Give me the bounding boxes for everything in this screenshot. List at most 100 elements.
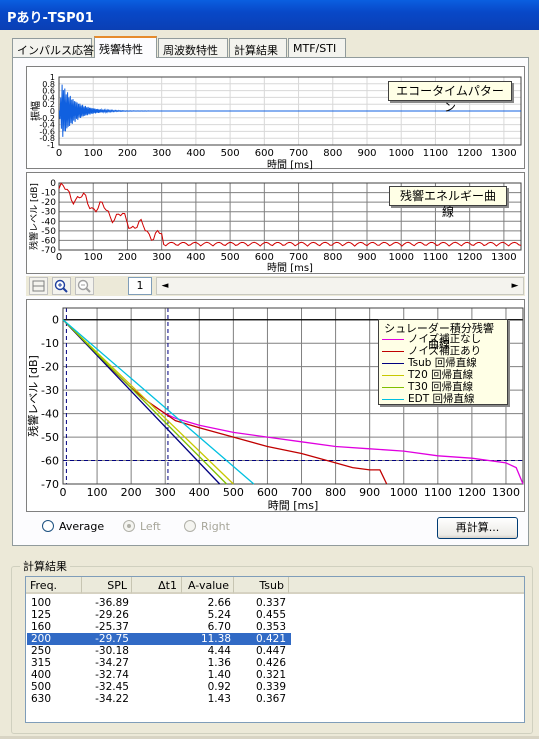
results-list[interactable]: Freq. SPL Δt1 A-value Tsub 100 -36.89 2.66…: [25, 576, 525, 723]
radio-right-label: Right: [201, 520, 230, 533]
scroll-right-arrow[interactable]: ►: [511, 281, 519, 291]
table-row[interactable]: 630 -34.22 1.43 0.367: [27, 693, 291, 705]
radio-average[interactable]: Average: [42, 520, 104, 536]
decay-xtick: 0: [60, 486, 67, 499]
legend-title: シュレーダー積分残響曲線: [384, 322, 494, 351]
table-cell: 400: [31, 669, 52, 681]
table-cell: -34.22: [95, 693, 129, 705]
horizontal-scrollbar[interactable]: ◄ ►: [156, 277, 524, 295]
echo-ytick: 0.4: [42, 93, 55, 102]
title-bar[interactable]: Pあり-TSP01: [0, 0, 539, 30]
energy-xtick: 1300: [491, 252, 516, 263]
table-cell: 1.43: [207, 693, 231, 705]
scroll-left-arrow[interactable]: ◄: [161, 281, 169, 291]
tab-calculation-results[interactable]: 計算結果: [229, 38, 287, 57]
legend-swatch: [382, 339, 404, 340]
legend-label: T20 回帰直線: [408, 369, 474, 381]
table-cell: 250: [31, 645, 52, 657]
decay-ytick: -60: [41, 455, 59, 468]
table-row[interactable]: 250 -30.18 4.44 0.447: [27, 645, 291, 657]
legend-item: Tsub 回帰直線: [382, 357, 506, 369]
energy-ytick: -70: [41, 246, 56, 256]
energy-ytick: -10: [41, 189, 56, 199]
zoom-out-button[interactable]: [75, 277, 94, 295]
table-cell: -36.89: [95, 597, 129, 609]
energy-xtick: 900: [357, 252, 376, 263]
legend-swatch: [382, 399, 404, 400]
legend-label: ノイズ補正あり: [408, 345, 482, 357]
column-header-a-value[interactable]: A-value: [182, 577, 234, 594]
decay-xtick: 1100: [424, 486, 452, 499]
radio-right-circle: [184, 520, 196, 532]
legend-swatch: [382, 387, 404, 388]
echo-xtick: 1000: [388, 148, 413, 159]
column-header-freq[interactable]: Freq.: [26, 577, 82, 594]
energy-xtick: 400: [186, 252, 205, 263]
radio-average-circle[interactable]: [42, 520, 54, 532]
recalculate-button[interactable]: 再計算...: [437, 517, 518, 539]
echo-ytick: 0.6: [42, 87, 55, 96]
table-row[interactable]: 125 -29.26 5.24 0.455: [27, 609, 291, 621]
decay-ylabel: 残響レベル [dB]: [27, 355, 40, 437]
table-cell: 0.321: [255, 669, 286, 681]
decay-ytick: -70: [41, 478, 59, 491]
table-cell: -32.45: [95, 681, 129, 693]
table-cell: 160: [31, 621, 52, 633]
energy-ytick: -30: [41, 208, 56, 218]
decay-xtick: 700: [291, 486, 312, 499]
table-row[interactable]: 400 -32.74 1.40 0.321: [27, 669, 291, 681]
legend-label: T30 回帰直線: [408, 381, 474, 393]
table-cell: -29.26: [95, 609, 129, 621]
radio-left: Left: [123, 520, 161, 536]
table-row[interactable]: 100 -36.89 2.66 0.337: [27, 597, 291, 609]
table-cell: -30.18: [95, 645, 129, 657]
tab-impulse-response[interactable]: インパルス応答: [12, 38, 94, 57]
column-header-spl[interactable]: SPL: [82, 577, 132, 594]
table-row[interactable]: 160 -25.37 6.70 0.353: [27, 621, 291, 633]
decay-xtick: 100: [87, 486, 108, 499]
zoom-in-button[interactable]: [52, 277, 71, 295]
page-number-field[interactable]: 1: [128, 277, 152, 295]
column-header-delta-t1[interactable]: Δt1: [132, 577, 182, 594]
table-cell: -29.75: [95, 633, 129, 645]
echo-ytick: -0.8: [39, 134, 55, 143]
echo-ytick: -0.4: [39, 121, 55, 130]
tab-frequency-response[interactable]: 周波数特性: [158, 38, 228, 57]
tab-reverberation[interactable]: 残響特性: [94, 36, 157, 58]
echo-ylabel: 振幅: [29, 101, 42, 121]
energy-xtick: 800: [323, 252, 342, 263]
radio-left-circle: [123, 520, 135, 532]
legend-swatch: [382, 363, 404, 364]
echo-xtick: 1100: [423, 148, 448, 159]
decay-ytick: -40: [41, 408, 59, 421]
legend-swatch: [382, 375, 404, 376]
energy-xtick: 1200: [457, 252, 482, 263]
decay-xtick: 800: [325, 486, 346, 499]
tab-mtf-sti[interactable]: MTF/STI: [288, 38, 346, 57]
decay-plot-frame: [62, 307, 524, 485]
energy-ytick: -40: [41, 217, 56, 227]
table-row[interactable]: 315 -34.27 1.36 0.426: [27, 657, 291, 669]
energy-xtick: 1100: [423, 252, 448, 263]
table-cell: 125: [31, 609, 52, 621]
table-row[interactable]: 500 -32.45 0.92 0.339: [27, 681, 291, 693]
energy-ytick: -50: [41, 227, 56, 237]
table-cell: 100: [31, 597, 52, 609]
echo-xtick: 300: [152, 148, 171, 159]
echo-xtick: 200: [118, 148, 137, 159]
table-row[interactable]: 200 -29.75 11.38 0.421: [27, 633, 291, 645]
decay-xtick: 400: [189, 486, 210, 499]
radio-right: Right: [184, 520, 230, 536]
table-cell: 0.426: [255, 657, 286, 669]
energy-xtick: 200: [118, 252, 137, 263]
echo-chart-panel: 0 100 200 300 400 500 600 700 800 900 1000 1100 1200…: [26, 66, 525, 170]
fit-view-button[interactable]: [29, 277, 48, 295]
table-cell: 0.92: [207, 681, 231, 693]
energy-xtick: 1000: [388, 252, 413, 263]
column-header-tsub[interactable]: Tsub: [234, 577, 289, 594]
table-cell: 4.44: [207, 645, 231, 657]
table-cell: 1.36: [207, 657, 231, 669]
window-title: Pあり-TSP01: [7, 11, 94, 26]
table-cell: 6.70: [207, 621, 231, 633]
chart-toolbar: 1 ◄ ►: [26, 276, 525, 296]
